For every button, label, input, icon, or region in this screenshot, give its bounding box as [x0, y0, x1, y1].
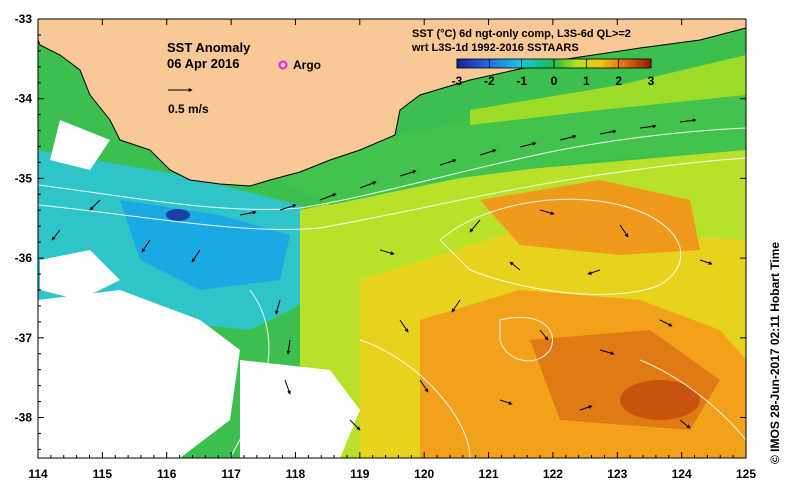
land-mass — [38, 19, 746, 187]
x-tick-label: 118 — [286, 467, 306, 481]
argo-label: Argo — [293, 58, 321, 72]
x-tick-label: 125 — [736, 467, 756, 481]
x-tick-label: 124 — [672, 467, 692, 481]
x-tick-label: 114 — [28, 467, 48, 481]
y-tick-label: -38 — [15, 411, 33, 425]
credit-text: © IMOS 28-Jun-2017 02:11 Hobart Time — [768, 242, 782, 464]
argo-marker-icon — [278, 60, 288, 70]
y-tick-label: -34 — [15, 92, 33, 106]
colorbar-tick-label: 2 — [615, 74, 622, 88]
map-date: 06 Apr 2016 — [167, 56, 240, 71]
colorbar-tick-label: 1 — [583, 74, 590, 88]
x-tick-label: 116 — [157, 467, 177, 481]
x-tick-label: 123 — [607, 467, 627, 481]
colorbar-tick-label: 3 — [648, 74, 655, 88]
colorbar-tick-label: -1 — [516, 74, 527, 88]
y-tick-label: -35 — [15, 171, 33, 185]
x-tick-label: 119 — [350, 467, 370, 481]
sst-field — [38, 19, 746, 458]
scale-arrow: 0.5 m/s — [168, 88, 209, 116]
colorbar-tick-label: -2 — [484, 74, 495, 88]
colorbar-tick-label: 0 — [551, 74, 558, 88]
product-line-2: wrt L3S-1d 1992-2016 SSTAARS — [411, 42, 579, 54]
x-tick-label: 117 — [221, 467, 241, 481]
product-line-1: SST (°C) 6d ngt-only comp, L3S-6d QL>=2 — [412, 28, 631, 40]
map-title: SST Anomaly — [167, 40, 251, 55]
x-tick-label: 115 — [93, 467, 113, 481]
x-tick-label: 120 — [414, 467, 434, 481]
x-tick-label: 122 — [543, 467, 563, 481]
y-axis: -33-34-35-36-37-38 — [15, 12, 746, 450]
scale-label: 0.5 m/s — [168, 102, 209, 116]
x-axis: 114 115 116 117 118 119 120 121 122 123 124 125 — [28, 19, 756, 481]
y-tick-label: -36 — [15, 251, 33, 265]
x-tick-label: 121 — [479, 467, 499, 481]
colorbar-tick-label: -3 — [452, 74, 463, 88]
current-vectors — [51, 118, 713, 431]
plot-frame — [37, 18, 747, 459]
y-tick-label: -37 — [15, 331, 33, 345]
argo-legend: Argo — [278, 58, 321, 72]
y-tick-label: -33 — [15, 12, 33, 26]
colorbar: -3 -2 -1 0 1 2 3 — [452, 58, 655, 88]
